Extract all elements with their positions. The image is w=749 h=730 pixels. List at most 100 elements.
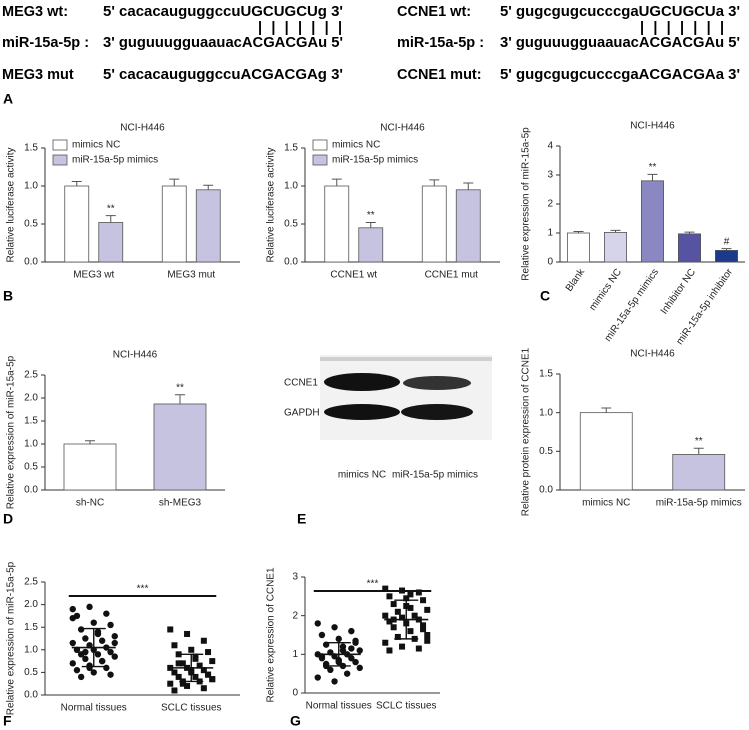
data-point [394, 608, 401, 615]
y-tick-label: 1.5 [539, 369, 553, 380]
data-point [390, 624, 397, 631]
error-bar [693, 447, 704, 455]
bar [195, 189, 221, 263]
data-point [411, 612, 418, 619]
data-point [103, 610, 110, 617]
data-point [200, 637, 207, 644]
data-point [73, 666, 81, 674]
x-tick-label: miR-15a-5p mimics [656, 498, 742, 509]
bar [98, 222, 124, 263]
data-point [335, 635, 342, 643]
x-tick-label: Blank [564, 266, 588, 294]
data-point [420, 597, 427, 604]
data-point [111, 633, 118, 640]
data-point [390, 601, 397, 608]
sequence-label: MEG3 mut [2, 67, 74, 83]
panel-label: B [3, 288, 13, 304]
bar [604, 232, 628, 263]
blot-lane-label: mimics NC [338, 470, 386, 481]
x-tick-label: mimics NC [587, 267, 624, 313]
base-pairing: ||||||| [258, 20, 342, 36]
data-point [403, 595, 410, 602]
data-point [107, 648, 114, 656]
bar [161, 185, 187, 263]
sequence-label: MEG3 wt: [2, 4, 68, 20]
error-bar [647, 173, 658, 181]
bar [455, 189, 481, 263]
data-point [209, 676, 216, 683]
data-point [407, 591, 414, 598]
bar [64, 185, 90, 263]
y-tick-label: 0.5 [24, 219, 38, 230]
data-point [107, 671, 114, 678]
y-tick-label: 2.5 [24, 577, 38, 588]
data-point [382, 585, 389, 592]
error-bar [71, 180, 82, 186]
x-tick-label: Inhibitor NC [659, 267, 698, 317]
data-point [171, 642, 178, 649]
blot-row-label: CCNE1 [284, 378, 318, 389]
bar [63, 443, 117, 491]
sd-bar [81, 627, 106, 668]
error-bar [463, 182, 474, 190]
panel-label: A [3, 91, 13, 107]
data-point [82, 635, 89, 642]
legend-label: mimics NC [332, 140, 380, 151]
data-point [200, 667, 207, 674]
sequence: 5' gugcgugcucccgaUGCUGCUa 3' [500, 4, 740, 20]
data-point [77, 626, 85, 633]
y-tick-label: 1 [547, 228, 553, 239]
blot-image [320, 355, 492, 440]
y-tick-label: 0.0 [24, 690, 38, 701]
error-bar [85, 440, 95, 444]
panel-label: C [540, 288, 550, 304]
sd-bar [179, 653, 204, 683]
y-axis-label: Relative luciferase activity [266, 147, 277, 262]
y-tick-label: 0.5 [284, 219, 298, 230]
y-tick-label: 1.5 [284, 143, 298, 154]
legend-swatch [52, 154, 68, 166]
significance-label: ** [107, 203, 115, 214]
data-point [424, 637, 431, 644]
significance-label: ** [367, 210, 375, 221]
bar [153, 403, 207, 491]
y-tick-label: 4 [547, 141, 553, 152]
data-point [331, 678, 338, 685]
sd-bar [326, 642, 351, 667]
data-point [179, 660, 186, 667]
panel-label: D [3, 511, 13, 527]
data-point [82, 655, 89, 663]
sequence: 3' guguuugguaauacACGACGAu 5' [103, 35, 343, 51]
data-point [356, 647, 363, 654]
x-tick-label: SCLC tissues [376, 701, 437, 712]
significance-label: ** [695, 436, 703, 447]
data-point [327, 666, 334, 673]
data-point [318, 631, 326, 639]
data-point [399, 614, 406, 621]
significance-label: ** [649, 162, 657, 173]
chart-title: NCI-H446 [113, 350, 158, 361]
data-point [175, 660, 182, 667]
data-point [167, 626, 174, 633]
bar [678, 233, 702, 263]
panel-label: G [290, 713, 301, 729]
error-bar [175, 394, 185, 404]
data-point [205, 649, 212, 656]
data-point [200, 685, 207, 692]
bar [715, 249, 739, 263]
data-point [98, 657, 106, 665]
data-point [175, 651, 182, 658]
data-point [184, 630, 191, 637]
blot-lane-label: miR-15a-5p mimics [392, 470, 478, 481]
error-bar [169, 178, 180, 186]
data-point [179, 680, 186, 687]
sequence-label: miR-15a-5p : [397, 35, 484, 51]
y-tick-label: 2 [292, 610, 298, 621]
y-tick-label: 1.0 [539, 407, 553, 418]
data-point [69, 639, 76, 647]
data-point [407, 604, 414, 611]
y-tick-label: 0.0 [24, 257, 38, 268]
y-tick-label: 1.5 [24, 622, 38, 633]
error-bar [684, 231, 695, 234]
